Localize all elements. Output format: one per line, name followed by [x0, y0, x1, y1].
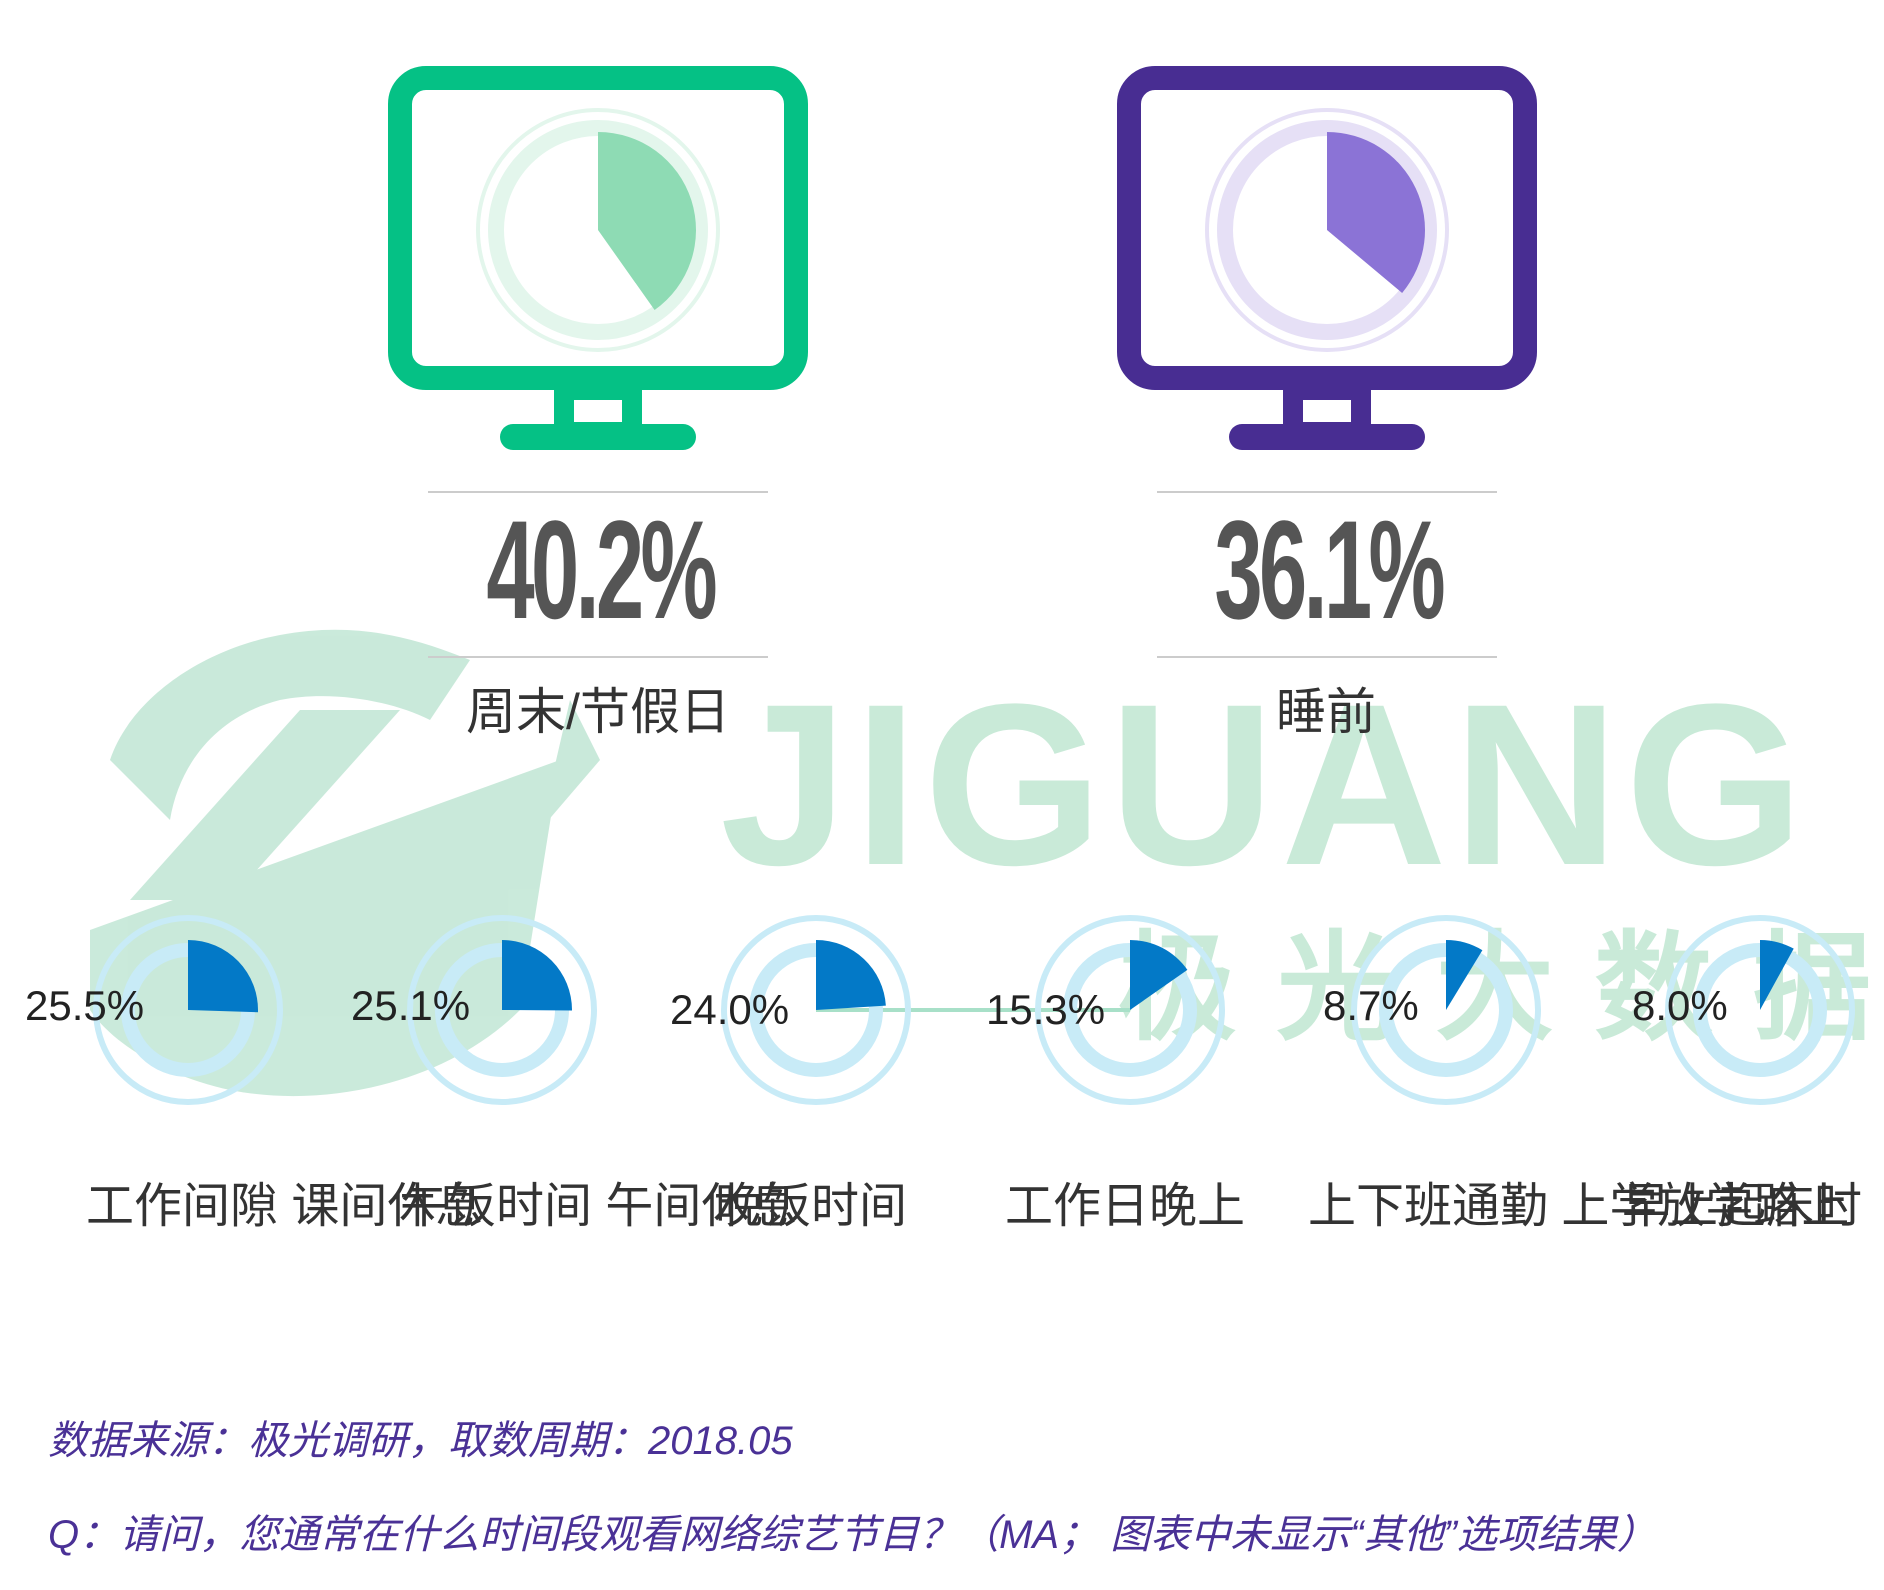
- small-pie-2: [721, 915, 911, 1105]
- small-value-label-1: 25.1%: [351, 982, 471, 1029]
- small-pie-0: [93, 915, 283, 1105]
- small-pie-slice-3: [1130, 940, 1188, 1010]
- pie-ring-outer: [1035, 915, 1225, 1105]
- small-value-label-0: 25.5%: [25, 982, 145, 1029]
- small-pie-3: [1035, 915, 1225, 1105]
- small-value-label-5: 8.0%: [1632, 982, 1728, 1029]
- monitor-group-1: [1117, 66, 1537, 658]
- small-category-label-5: 早上起床时: [1622, 1180, 1863, 1233]
- pie-slice-0: [598, 132, 696, 310]
- watermark-word: JIGUANG: [720, 656, 1810, 913]
- small-category-label-2: 晚饭时间: [715, 1180, 908, 1233]
- monitor-icon: [1117, 66, 1537, 390]
- pie-slice-1: [1327, 132, 1426, 293]
- big-value-label-0: 40.2%: [486, 491, 717, 648]
- small-pie-slice-0: [188, 940, 259, 1013]
- pie-ring-outer: [1351, 915, 1541, 1105]
- pie-ring-outer: [1205, 108, 1449, 352]
- pie-ring-outer: [93, 915, 283, 1105]
- pie-ring-outer: [407, 915, 597, 1105]
- question-footnote: Q：请问，您通常在什么时间段观看网络综艺节目？（MA； 图表中未显示“其他”选项…: [48, 1513, 1657, 1557]
- big-value-label-1: 36.1%: [1214, 491, 1445, 648]
- pie-ring-inner: [1217, 120, 1437, 340]
- source-footnote: 数据来源：极光调研，取数周期：2018.05: [48, 1419, 793, 1463]
- small-pie-slice-5: [1760, 940, 1794, 1010]
- small-pie-slice-4: [1446, 940, 1483, 1010]
- pie-ring-outer: [721, 915, 911, 1105]
- small-category-label-0: 工作间隙 课间休息: [86, 1180, 484, 1233]
- monitor-icon: [388, 66, 808, 390]
- pie-ring-outer: [476, 108, 720, 352]
- small-category-label-3: 工作日晚上: [1005, 1180, 1246, 1233]
- monitor-group-0: [388, 66, 808, 658]
- small-pie-4: [1351, 915, 1541, 1105]
- small-pie-slice-1: [502, 940, 573, 1011]
- pie-ring-outer: [1665, 915, 1855, 1105]
- small-pie-5: [1665, 915, 1855, 1105]
- big-category-label-1: 睡前: [1276, 684, 1376, 740]
- small-pie-slice-2: [816, 940, 886, 1010]
- small-value-label-2: 24.0%: [670, 986, 790, 1033]
- small-value-label-3: 15.3%: [986, 986, 1106, 1033]
- small-category-label-1: 午饭时间 午间休息: [400, 1180, 798, 1233]
- pie-ring-inner: [488, 120, 708, 340]
- small-value-label-4: 8.7%: [1323, 982, 1419, 1029]
- small-pie-1: [407, 915, 597, 1105]
- big-category-label-0: 周末/节假日: [466, 684, 730, 740]
- small-category-label-4: 上下班通勤 上学放学路上: [1308, 1180, 1850, 1233]
